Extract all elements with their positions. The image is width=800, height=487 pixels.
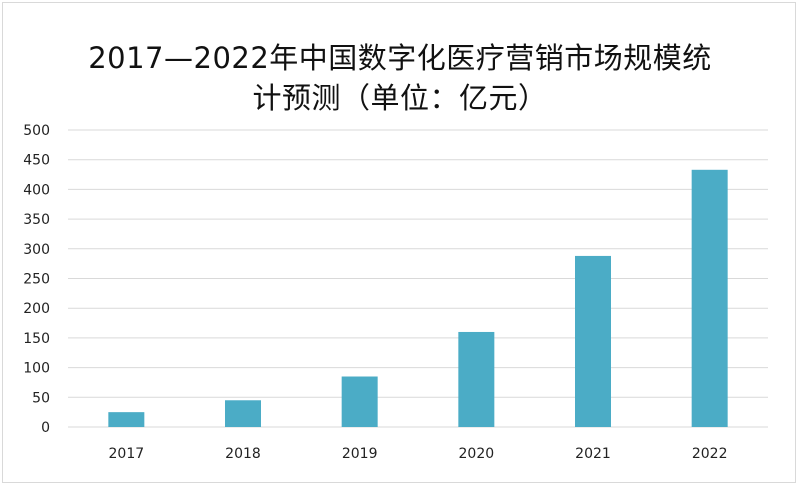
y-tick-label-350: 350 [23,212,50,228]
y-tick-label-300: 300 [23,242,50,258]
bar-2021 [575,255,611,427]
bar-2019 [341,376,378,427]
bar-2018 [225,400,261,427]
y-tick-label-100: 100 [23,361,50,377]
x-tick-label-2017: 2017 [109,446,145,462]
y-tick-label-450: 450 [23,153,50,169]
bar-2022 [691,169,728,427]
x-tick-label-2020: 2020 [459,446,495,462]
bar-2020 [458,331,495,427]
y-tick-label-0: 0 [41,420,50,436]
x-tick-label-2018: 2018 [225,446,261,462]
y-tick-label-400: 400 [23,182,50,198]
y-tick-label-500: 500 [23,123,50,139]
chart-title: 2017—2022年中国数字化医疗营销市场规模统 计预测（单位：亿元） [0,38,800,118]
chart-title-line-2: 计预测（单位：亿元） [252,81,548,115]
y-tick-label-200: 200 [23,301,50,317]
y-tick-label-150: 150 [23,331,50,347]
y-tick-label-50: 50 [32,390,50,406]
x-tick-label-2022: 2022 [692,446,728,462]
bar-2017 [108,412,145,427]
chart-title-line-1: 2017—2022年中国数字化医疗营销市场规模统 [88,41,712,75]
x-tick-label-2021: 2021 [575,446,611,462]
y-tick-label-250: 250 [23,272,50,288]
x-tick-label-2019: 2019 [342,446,378,462]
